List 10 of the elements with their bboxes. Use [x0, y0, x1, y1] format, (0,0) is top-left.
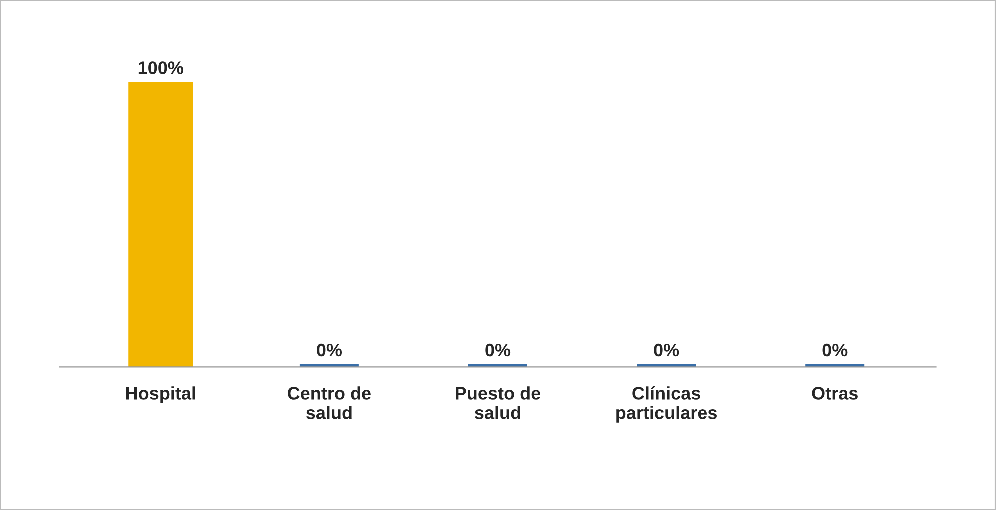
data-label: 0%	[486, 344, 511, 357]
data-label: 0%	[654, 344, 680, 357]
x-tick-label: Puesto de salud	[456, 386, 541, 420]
data-label: 100%	[138, 62, 184, 74]
x-tick-label: Otras	[812, 387, 858, 400]
x-tick-label: Hospital	[126, 386, 196, 404]
x-tick-label: Clínicas particulares	[616, 386, 717, 423]
data-label: 0%	[317, 344, 342, 357]
x-tick-label: Centro de salud	[288, 386, 371, 420]
data-label: 0%	[822, 344, 848, 357]
